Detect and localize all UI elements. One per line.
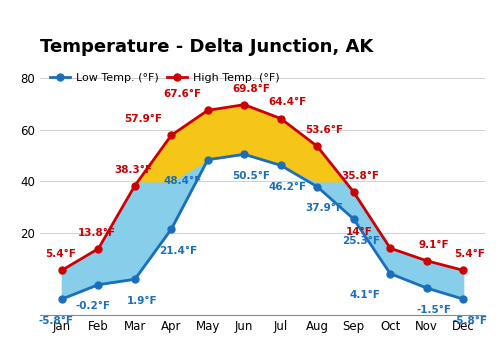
Line: High Temp. (°F): High Temp. (°F) bbox=[58, 101, 467, 274]
Text: 25.3°F: 25.3°F bbox=[342, 236, 380, 246]
Legend: Low Temp. (°F), High Temp. (°F): Low Temp. (°F), High Temp. (°F) bbox=[46, 69, 284, 88]
Text: 37.9°F: 37.9°F bbox=[305, 203, 343, 214]
Text: 9.1°F: 9.1°F bbox=[418, 240, 449, 250]
Text: 67.6°F: 67.6°F bbox=[164, 89, 202, 99]
Text: Temperature - Delta Junction, AK: Temperature - Delta Junction, AK bbox=[40, 38, 373, 56]
Text: 35.8°F: 35.8°F bbox=[342, 171, 380, 181]
Text: -5.8°F: -5.8°F bbox=[39, 316, 74, 326]
High Temp. (°F) bbox=[424, 259, 430, 263]
Text: -1.5°F: -1.5°F bbox=[416, 304, 451, 315]
Text: -0.2°F: -0.2°F bbox=[76, 301, 110, 311]
Text: 21.4°F: 21.4°F bbox=[159, 246, 198, 256]
High Temp. (°F) bbox=[132, 183, 138, 188]
High Temp. (°F) bbox=[460, 268, 466, 272]
High Temp. (°F) bbox=[242, 103, 248, 107]
Text: 48.4°F: 48.4°F bbox=[164, 176, 202, 186]
Low Temp. (°F) bbox=[278, 163, 283, 167]
Text: 14°F: 14°F bbox=[346, 227, 373, 237]
Text: 69.8°F: 69.8°F bbox=[232, 84, 270, 93]
Low Temp. (°F) bbox=[168, 227, 174, 231]
Low Temp. (°F) bbox=[314, 184, 320, 189]
High Temp. (°F) bbox=[59, 268, 65, 272]
High Temp. (°F) bbox=[168, 133, 174, 137]
Low Temp. (°F) bbox=[96, 282, 102, 287]
Low Temp. (°F) bbox=[132, 277, 138, 281]
Low Temp. (°F) bbox=[205, 158, 211, 162]
Low Temp. (°F) bbox=[242, 152, 248, 156]
Text: 5.4°F: 5.4°F bbox=[454, 249, 486, 259]
Text: 1.9°F: 1.9°F bbox=[126, 296, 157, 306]
High Temp. (°F) bbox=[278, 117, 283, 121]
High Temp. (°F) bbox=[205, 108, 211, 112]
Text: -5.8°F: -5.8°F bbox=[452, 316, 488, 326]
Text: 64.4°F: 64.4°F bbox=[268, 97, 307, 107]
Text: 46.2°F: 46.2°F bbox=[268, 182, 306, 192]
Low Temp. (°F) bbox=[59, 297, 65, 301]
Low Temp. (°F) bbox=[460, 297, 466, 301]
Low Temp. (°F) bbox=[387, 272, 393, 276]
Low Temp. (°F) bbox=[350, 217, 356, 221]
Text: 50.5°F: 50.5°F bbox=[232, 171, 270, 181]
High Temp. (°F) bbox=[350, 190, 356, 194]
Text: 38.3°F: 38.3°F bbox=[114, 164, 152, 175]
Text: 4.1°F: 4.1°F bbox=[350, 290, 380, 300]
High Temp. (°F) bbox=[387, 246, 393, 250]
Text: 5.4°F: 5.4°F bbox=[45, 249, 76, 259]
Line: Low Temp. (°F): Low Temp. (°F) bbox=[58, 151, 467, 302]
Text: 53.6°F: 53.6°F bbox=[305, 125, 343, 135]
Low Temp. (°F) bbox=[424, 286, 430, 290]
High Temp. (°F) bbox=[314, 144, 320, 148]
Text: 13.8°F: 13.8°F bbox=[78, 228, 116, 238]
High Temp. (°F) bbox=[96, 246, 102, 251]
Text: 57.9°F: 57.9°F bbox=[124, 114, 162, 124]
